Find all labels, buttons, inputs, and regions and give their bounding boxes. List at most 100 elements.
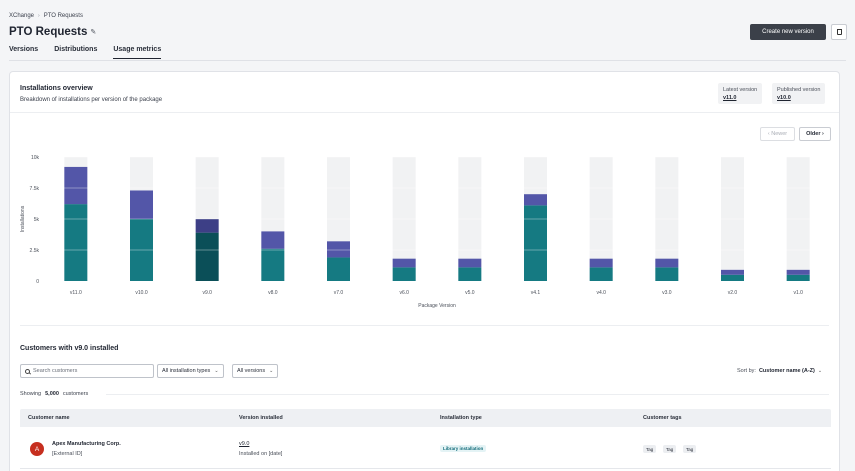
tab-versions[interactable]: Versions (9, 46, 39, 53)
customers-title: Customers with v9.0 installed (20, 345, 119, 352)
version-dropdown[interactable]: All versions ⌄ (232, 364, 279, 378)
bar-segment-base (261, 248, 285, 281)
bar-segment-top (130, 190, 153, 219)
overview-divider (10, 112, 839, 113)
page-title: PTO Requests ✎ (9, 26, 96, 38)
newer-button[interactable]: ‹ Newer (760, 127, 795, 141)
bar-segment-top (195, 219, 219, 233)
tab-distributions[interactable]: Distributions (54, 46, 98, 53)
chevron-down-icon: ⌄ (269, 368, 274, 374)
chevron-down-icon: ⌄ (817, 368, 823, 374)
showing-number: 5,000 (45, 391, 59, 397)
showing-suffix: customers (62, 391, 89, 397)
y-tick-label: 0 (36, 279, 39, 285)
search-input[interactable] (33, 368, 143, 374)
bar-segment-base (655, 267, 679, 281)
bar-segment-base (64, 204, 88, 281)
y-tick-label: 2.5k (30, 248, 40, 254)
bar-segment-base (458, 267, 482, 281)
column-installation-type[interactable]: Installation type (440, 415, 482, 421)
installed-date: Installed on [date] (239, 451, 283, 457)
sort-value: Customer name (A-Z) (758, 368, 815, 374)
search-icon (25, 368, 30, 374)
version-filter-value: All versions (237, 368, 266, 374)
bar-segment-top (261, 231, 285, 249)
chevron-down-icon: ⌄ (214, 368, 219, 374)
published-version-link[interactable]: v10.0 (777, 95, 791, 101)
bar-segment-top (64, 166, 88, 205)
column-version-installed[interactable]: Version installed (239, 415, 283, 421)
x-tick-label: v4.0 (596, 290, 606, 296)
bar-segment-top (589, 258, 613, 268)
sort-label: Sort by: (737, 368, 756, 374)
overview-subtitle: Breakdown of installations per version o… (20, 97, 163, 103)
sort-control[interactable]: Sort by: Customer name (A-Z) ⌄ (737, 368, 822, 374)
bar-segment-top (786, 269, 810, 275)
customer-tag: Tag (663, 445, 677, 453)
published-version-label: Published version (777, 87, 821, 93)
table-header: Customer name Version installed Installa… (20, 409, 831, 427)
bar-segment-top (392, 258, 416, 268)
bar-segment-base (392, 267, 416, 281)
breadcrumb-root[interactable]: XChange (9, 13, 35, 19)
x-tick-label: v5.0 (465, 290, 475, 296)
x-tick-label: v10.0 (135, 290, 147, 296)
table-row[interactable]: A Apex Manufacturing Corp. [External ID]… (20, 427, 831, 469)
bar-track (721, 157, 744, 281)
column-customer-tags[interactable]: Customer tags (643, 415, 682, 421)
customer-external-id: [External ID] (52, 451, 83, 457)
bar-track (589, 157, 613, 281)
y-axis-label: Installations (20, 205, 26, 232)
pencil-icon[interactable]: ✎ (90, 29, 97, 36)
installation-type-value: All installation types (162, 368, 211, 374)
tab-bar: Versions Distributions Usage metrics (9, 46, 162, 59)
bar-track (655, 157, 679, 281)
chevron-right-icon: › (38, 13, 40, 19)
breadcrumb: XChange › PTO Requests (9, 13, 83, 19)
bar-segment-top (524, 194, 547, 206)
bar-segment-top (655, 258, 679, 268)
bar-segment-base (589, 267, 613, 281)
bar-segment-base (721, 274, 744, 281)
tab-usage-metrics[interactable]: Usage metrics (113, 46, 162, 59)
customer-tag: Tag (683, 445, 697, 453)
showing-count: Showing 5,000 customers (20, 391, 88, 397)
latest-version-box: Latest version v11.0 (718, 83, 763, 104)
column-customer-name[interactable]: Customer name (28, 415, 70, 421)
x-tick-label: v1.0 (793, 290, 803, 296)
trash-icon (836, 29, 842, 35)
search-box[interactable] (20, 364, 154, 378)
delete-button[interactable] (831, 24, 847, 40)
y-tick-label: 7.5k (30, 186, 40, 192)
showing-divider (106, 394, 829, 395)
bar-segment-base (524, 205, 547, 281)
usage-metrics-card: Installations overview Breakdown of inst… (9, 71, 840, 471)
bar-track (392, 157, 416, 281)
bar-segment-top (721, 269, 744, 275)
customer-tag: Tag (643, 445, 657, 453)
y-tick-label: 5k (34, 217, 40, 223)
customer-name[interactable]: Apex Manufacturing Corp. (52, 441, 121, 447)
published-version-box: Published version v10.0 (772, 83, 826, 104)
latest-version-link[interactable]: v11.0 (723, 95, 737, 101)
installation-type-badge: Library installation (440, 445, 487, 452)
overview-title: Installations overview (20, 85, 93, 92)
bar-track (458, 157, 482, 281)
x-tick-label: v7.0 (334, 290, 344, 296)
version-link[interactable]: v9.0 (239, 441, 250, 447)
create-new-version-button[interactable]: Create new version (750, 24, 826, 40)
installation-type-dropdown[interactable]: All installation types ⌄ (157, 364, 224, 378)
page-title-text: PTO Requests (9, 26, 88, 38)
tab-divider (9, 60, 846, 61)
y-tick-label: 10k (31, 155, 40, 161)
bar-track (786, 157, 810, 281)
x-tick-label: v9.0 (202, 290, 212, 296)
bar-segment-base (130, 219, 153, 281)
installations-chart: 0 2.5k 5k 7.5k 10k Installations v11.0 v10.0 v9.… (20, 155, 831, 309)
section-divider (20, 325, 829, 326)
avatar: A (30, 442, 44, 456)
x-tick-label: v4.1 (531, 290, 541, 296)
older-button[interactable]: Older › (799, 127, 831, 141)
breadcrumb-current: PTO Requests (43, 13, 83, 19)
x-tick-label: v11.0 (70, 290, 82, 296)
